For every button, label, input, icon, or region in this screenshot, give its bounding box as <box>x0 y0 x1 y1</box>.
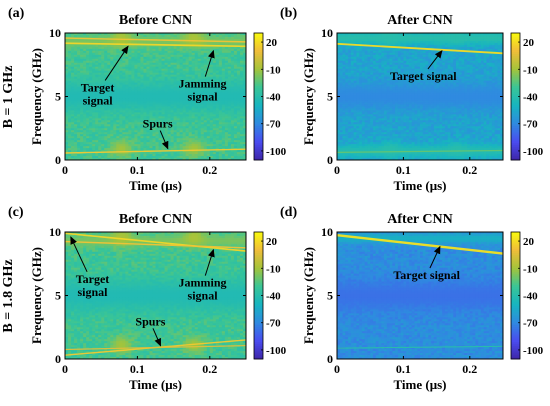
y-tick-label: 5 <box>327 90 333 104</box>
annotation-text: signal <box>188 289 219 303</box>
y-tick-label: 10 <box>321 26 333 40</box>
row-label-2: B = 1.8 GHz <box>1 259 16 332</box>
annotation-text: Target <box>81 80 115 94</box>
panel-label: (d) <box>280 205 297 220</box>
panel-title: After CNN <box>387 13 452 28</box>
y-tick-label: 10 <box>49 26 61 40</box>
colorbar-tick-label: -40 <box>523 291 538 303</box>
y-axis-label: Frequency (GHz) <box>301 48 316 145</box>
colorbar: 20 -10 -40 -70 -100 <box>254 33 287 160</box>
annotation-text: Target signal <box>390 69 457 83</box>
colorbar: 20 -10 -40 -70 -100 <box>254 232 287 359</box>
panel-label: (b) <box>280 6 297 21</box>
colorbar-tick-label: -100 <box>523 146 544 158</box>
x-tick-label: 0 <box>334 362 340 376</box>
x-axis-label: Time (μs) <box>129 178 182 193</box>
annotation-text: Jamming <box>179 77 227 91</box>
annotation-text: Spurs <box>135 314 165 328</box>
panel-d: 0 0.1 0.2 0 5 10 Time (μs) Frequency (GHz) After… <box>280 205 544 392</box>
colorbar-tick-label: -70 <box>523 318 538 330</box>
colorbar-tick-label: -10 <box>523 64 538 76</box>
colorbar-tick-label: -100 <box>523 345 544 357</box>
annotation-text: signal <box>188 90 219 104</box>
y-tick-label: 0 <box>55 153 61 167</box>
x-tick-label: 0 <box>62 362 68 376</box>
y-tick-label: 10 <box>321 225 333 239</box>
x-tick-label: 0.2 <box>462 163 477 177</box>
colorbar-tick-label: -40 <box>266 92 281 104</box>
y-tick-label: 5 <box>327 289 333 303</box>
row-label-1: B = 1 GHz <box>1 66 16 129</box>
colorbar: 20 -10 -40 -70 -100 <box>511 232 544 359</box>
colorbar-tick-label: -10 <box>266 263 281 275</box>
x-tick-label: 0.1 <box>396 362 411 376</box>
annotation-text: signal <box>78 285 109 299</box>
colorbar-tick-label: -10 <box>266 64 281 76</box>
colorbar-tick-label: -40 <box>523 92 538 104</box>
annotation-text: Jamming <box>179 276 227 290</box>
colorbar-tick-label: 20 <box>266 236 278 248</box>
x-tick-label: 0 <box>62 163 68 177</box>
x-axis-label: Time (μs) <box>394 178 447 193</box>
x-tick-label: 0.2 <box>462 362 477 376</box>
panel-c: 0 0.1 0.2 0 5 10 Time (μs) Frequency (GHz) Befor… <box>8 205 287 392</box>
y-tick-label: 0 <box>55 352 61 366</box>
colorbar-tick-label: -10 <box>523 263 538 275</box>
annotation-text: signal <box>83 93 114 107</box>
colorbar-tick-label: 20 <box>266 37 278 49</box>
x-axis-label: Time (μs) <box>129 377 182 392</box>
y-tick-label: 5 <box>55 289 61 303</box>
x-tick-label: 0 <box>334 163 340 177</box>
colorbar-tick-label: 20 <box>523 236 535 248</box>
annotation-text: Target signal <box>393 268 460 282</box>
colorbar: 20 -10 -40 -70 -100 <box>511 33 544 160</box>
y-axis-label: Frequency (GHz) <box>301 247 316 344</box>
x-tick-label: 0.1 <box>130 163 145 177</box>
panel-a: 0 0.1 0.2 0 5 10 Time (μs) Frequency (GHz) Befor… <box>8 6 287 193</box>
x-tick-label: 0.2 <box>202 362 217 376</box>
panel-title: After CNN <box>387 212 452 227</box>
colorbar-tick-label: -70 <box>266 318 281 330</box>
x-tick-label: 0.2 <box>202 163 217 177</box>
y-tick-label: 0 <box>327 153 333 167</box>
x-tick-label: 0.1 <box>130 362 145 376</box>
y-tick-label: 10 <box>49 225 61 239</box>
panel-label: (a) <box>8 6 25 21</box>
panel-b: 0 0.1 0.2 0 5 10 Time (μs) Frequency (GHz) After… <box>280 6 544 193</box>
y-axis-label: Frequency (GHz) <box>29 247 44 344</box>
annotation-text: Spurs <box>143 117 173 131</box>
y-tick-label: 5 <box>55 90 61 104</box>
colorbar-tick-label: -100 <box>266 146 287 158</box>
annotation-text: Target <box>76 272 110 286</box>
x-axis-label: Time (μs) <box>394 377 447 392</box>
panel-title: Before CNN <box>119 13 192 28</box>
colorbar-tick-label: -40 <box>266 291 281 303</box>
panel-title: Before CNN <box>119 212 192 227</box>
y-axis-label: Frequency (GHz) <box>29 48 44 145</box>
colorbar-tick-label: -100 <box>266 345 287 357</box>
colorbar-tick-label: -70 <box>266 119 281 131</box>
colorbar-tick-label: -70 <box>523 119 538 131</box>
panel-label: (c) <box>8 205 24 220</box>
x-tick-label: 0.1 <box>396 163 411 177</box>
y-tick-label: 0 <box>327 352 333 366</box>
colorbar-tick-label: 20 <box>523 37 535 49</box>
